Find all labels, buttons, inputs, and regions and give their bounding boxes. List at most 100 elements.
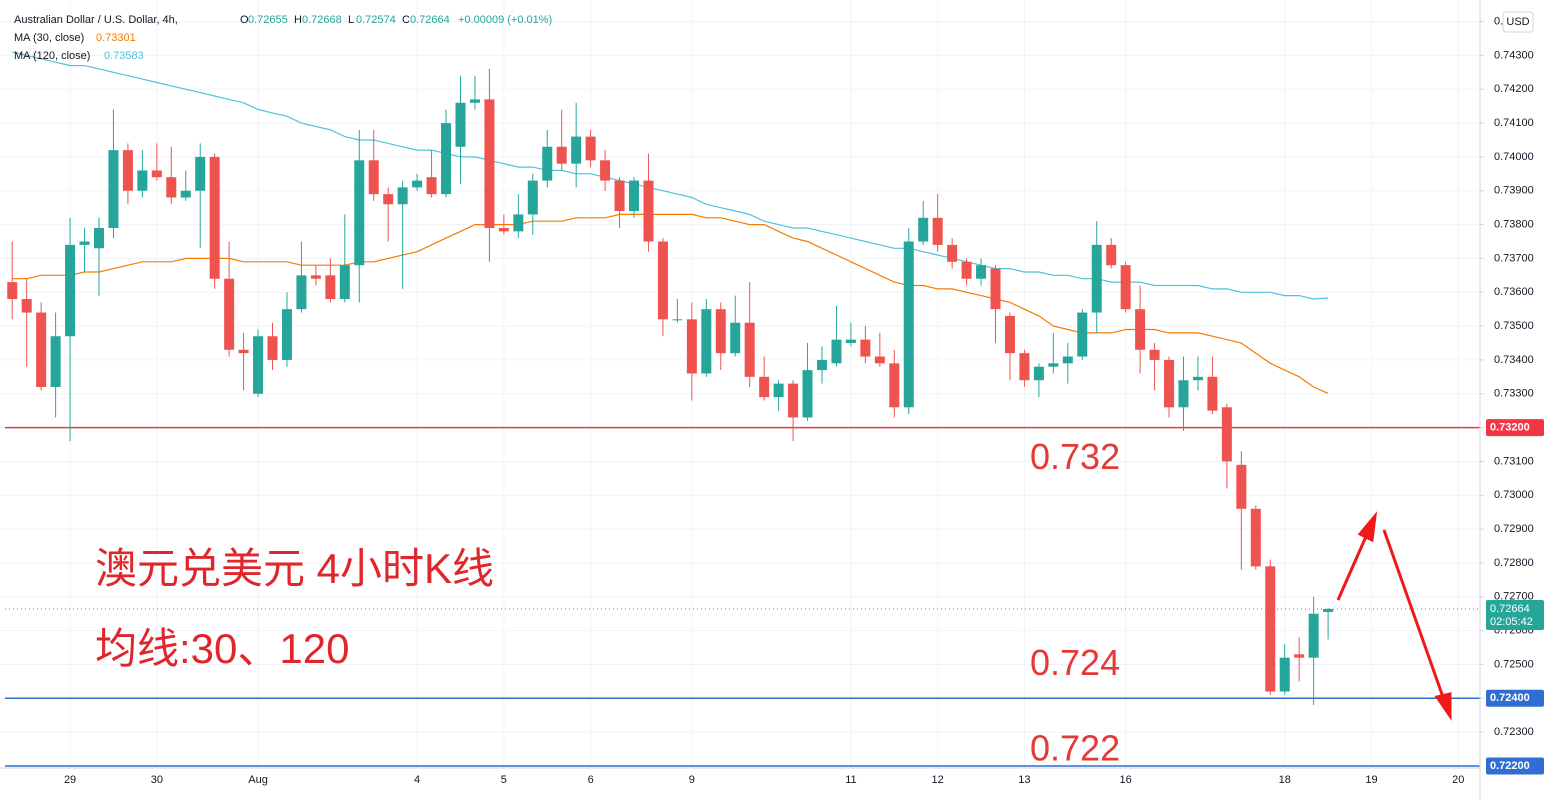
- candle-body: [961, 261, 972, 279]
- candle-body: [657, 241, 668, 320]
- candle-body: [1221, 407, 1232, 462]
- candle-body: [600, 160, 611, 181]
- ohlc-value: 0.72664: [410, 14, 450, 26]
- candle-body: [1308, 613, 1319, 658]
- candle-body: [672, 319, 683, 321]
- candle-body: [1294, 654, 1305, 658]
- last-price-badge: [1486, 599, 1544, 630]
- candle-body: [1062, 356, 1073, 364]
- ohlc-key: C: [402, 14, 410, 26]
- candle-body: [339, 265, 350, 300]
- candle-body: [253, 336, 264, 394]
- legend-label: MA (30, close): [14, 32, 84, 44]
- candle-body: [744, 322, 755, 377]
- candle-body: [151, 170, 162, 178]
- legend-value: 0.73301: [96, 32, 136, 44]
- y-tick-label: 0.72900: [1494, 523, 1534, 535]
- candle-body: [990, 268, 1001, 310]
- x-tick-label: 20: [1452, 774, 1464, 786]
- plot: [5, 51, 1480, 767]
- candle-body: [1178, 380, 1189, 408]
- candle-body: [1164, 359, 1175, 408]
- overlay: 0.732 0.73200 0.724 0.72400 0.722 0.72200 0.72…: [14, 14, 1544, 775]
- y-tick-label: 0.74000: [1494, 151, 1534, 163]
- candle-body: [1091, 244, 1102, 313]
- grid: 0.723000.724000.725000.726000.727000.728…: [0, 0, 1534, 786]
- y-tick-label: 0.74200: [1494, 83, 1534, 95]
- candle-body: [383, 194, 394, 205]
- y-tick-label: 0.72500: [1494, 658, 1534, 670]
- candle-body: [498, 227, 509, 232]
- candle-body: [1323, 608, 1334, 613]
- candle-body: [7, 282, 18, 300]
- ma-line: [12, 51, 1329, 300]
- x-tick-label: 16: [1120, 774, 1132, 786]
- candle-body: [918, 217, 929, 242]
- candle-body: [1149, 349, 1160, 360]
- x-tick-label: 5: [501, 774, 507, 786]
- candle-body: [788, 383, 799, 418]
- candle-body: [36, 312, 47, 387]
- level-annotation: 0.722: [1030, 727, 1120, 768]
- currency-badge: [1502, 11, 1534, 33]
- x-tick-label: 9: [689, 774, 695, 786]
- candle-body: [715, 309, 726, 354]
- legend-label: MA (120, close): [14, 50, 90, 62]
- level-badge: [1486, 689, 1544, 707]
- candle-body: [932, 217, 943, 245]
- level-badge-label: 0.72400: [1490, 692, 1530, 704]
- arrow-down: [1382, 529, 1446, 701]
- y-tick-label: 0.74100: [1494, 117, 1534, 129]
- level-annotation: 0.732: [1030, 436, 1120, 477]
- candle-body: [1106, 244, 1117, 266]
- ohlc-value: 0.72574: [356, 14, 396, 26]
- y-tick-label: 0.73700: [1494, 252, 1534, 264]
- candle-body: [759, 376, 770, 398]
- candle-body: [1033, 366, 1044, 381]
- y-tick-label: 0.73300: [1494, 388, 1534, 400]
- candle-body: [845, 339, 856, 344]
- candle-body: [556, 146, 567, 164]
- y-tick-label: 0.73500: [1494, 320, 1534, 332]
- candle-body: [1236, 464, 1247, 509]
- candle-body: [21, 299, 32, 313]
- y-tick-label: 0.73900: [1494, 185, 1534, 197]
- candle-body: [65, 244, 76, 337]
- candle-body: [1004, 315, 1015, 354]
- candle-body: [585, 136, 596, 161]
- candle-body: [108, 150, 119, 228]
- level-badge-label: 0.72200: [1490, 760, 1530, 772]
- y-tick-label: 0.72300: [1494, 726, 1534, 738]
- level-badge: [1486, 419, 1544, 437]
- candle-body: [1048, 363, 1059, 367]
- ohlc-key: L: [348, 14, 354, 26]
- candle-body: [180, 190, 191, 198]
- candle-body: [816, 359, 827, 371]
- candle-body: [412, 180, 423, 188]
- y-tick-label: 0.72700: [1494, 591, 1534, 603]
- x-tick-label: 11: [845, 774, 856, 786]
- x-tick-label: 13: [1018, 774, 1030, 786]
- legend-value: 0.73583: [104, 50, 144, 62]
- x-tick-label: 29: [64, 774, 76, 786]
- candle-body: [166, 177, 177, 198]
- y-tick-label: 0.74300: [1494, 49, 1534, 61]
- candle-body: [469, 99, 480, 103]
- candle-body: [368, 160, 379, 195]
- y-tick-label: 0.73100: [1494, 455, 1534, 467]
- x-tick-label: Aug: [248, 774, 268, 786]
- y-tick-label: 0.73800: [1494, 218, 1534, 230]
- candle-body: [325, 275, 336, 300]
- candle-body: [122, 150, 133, 191]
- ohlc-key: O: [240, 14, 249, 26]
- x-tick-label: 6: [588, 774, 594, 786]
- level-annotation: 0.724: [1030, 642, 1120, 683]
- x-tick-label: 30: [151, 774, 163, 786]
- arrow-up: [1336, 531, 1370, 601]
- candle-body: [1135, 309, 1146, 350]
- candle-body: [441, 123, 452, 195]
- candle-body: [224, 278, 235, 350]
- candle-body: [773, 383, 784, 398]
- ohlc-key: H: [294, 14, 302, 26]
- candle-body: [1265, 566, 1276, 692]
